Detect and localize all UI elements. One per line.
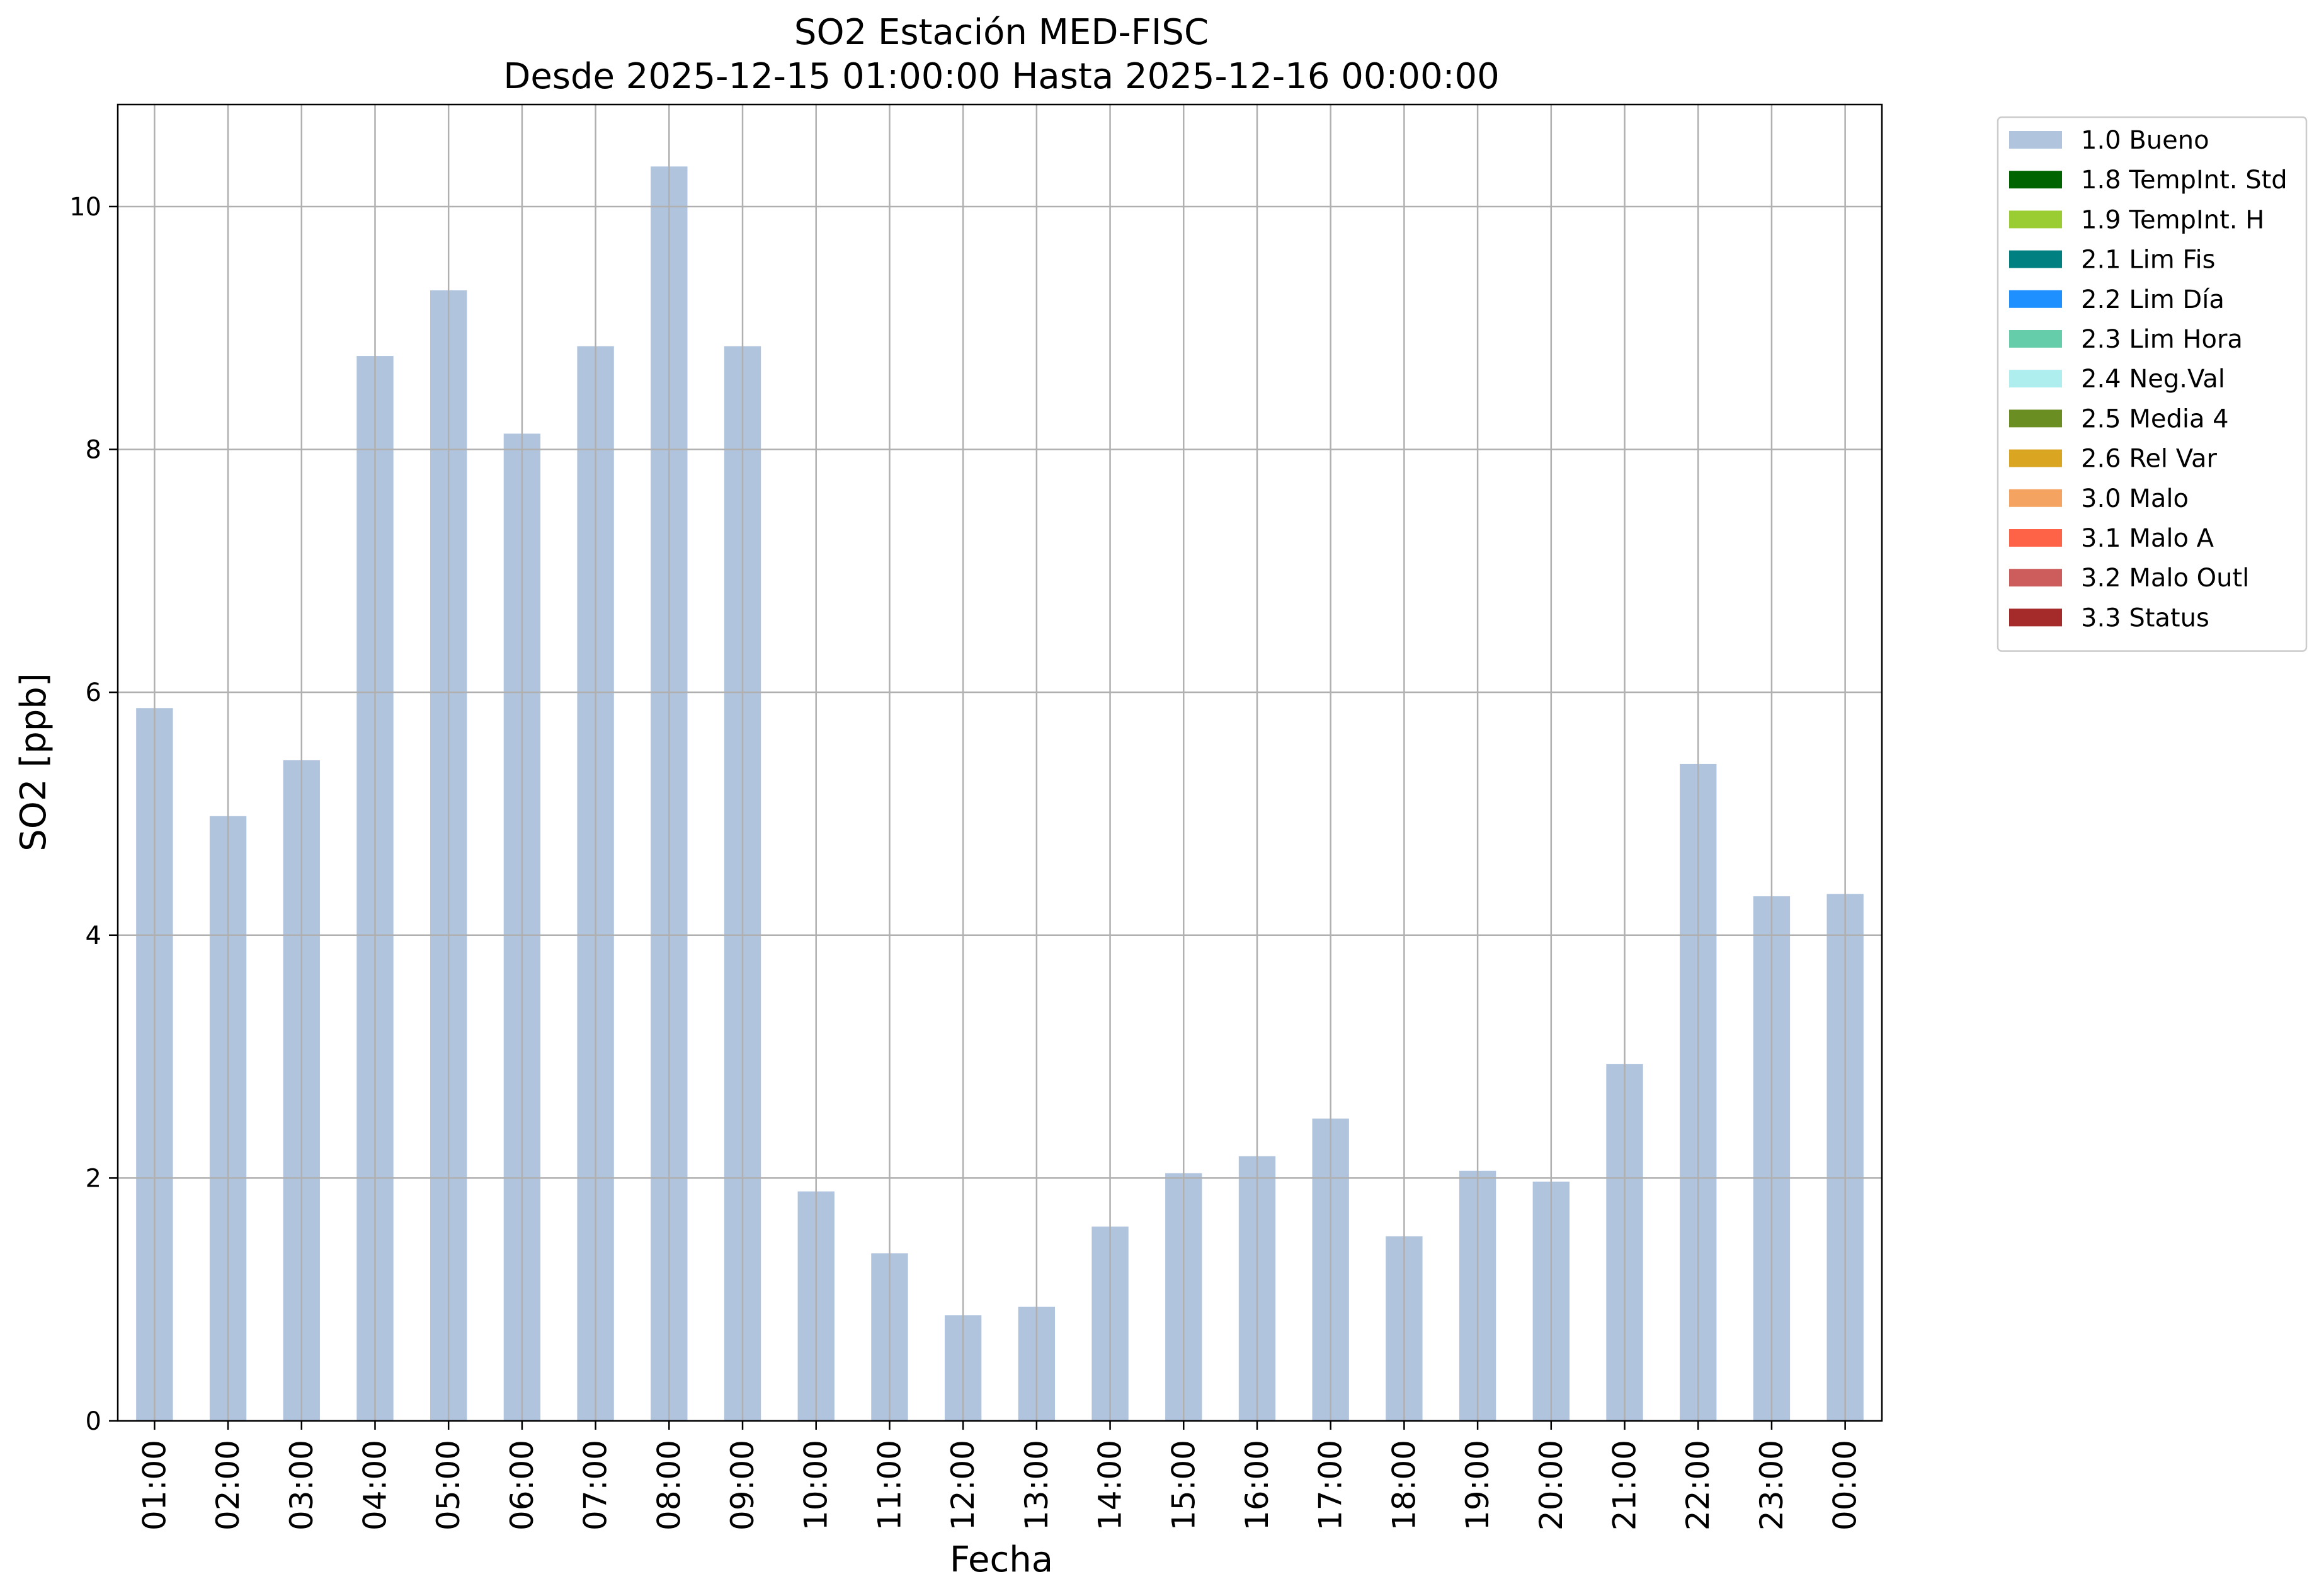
legend-entry: 3.2 Malo Outl [2081,564,2249,593]
y-tick-label: 4 [86,921,101,950]
x-tick-label: 04:00 [356,1440,393,1530]
y-tick-label: 0 [86,1407,101,1436]
x-tick-label: 08:00 [651,1440,687,1530]
legend-entry: 1.9 TempInt. H [2081,205,2264,234]
x-tick-label: 16:00 [1239,1440,1275,1530]
x-tick-label: 17:00 [1313,1440,1349,1530]
x-tick-label: 11:00 [871,1440,908,1530]
legend-swatch [2009,569,2062,587]
x-tick-label: 20:00 [1533,1440,1570,1530]
x-tick-label: 12:00 [945,1440,981,1530]
bars [136,166,1864,1422]
legend-swatch [2009,330,2062,348]
legend-swatch [2009,529,2062,547]
legend-entry: 1.0 Bueno [2081,126,2209,155]
legend-entry: 3.1 Malo A [2081,524,2214,553]
y-tick-label: 10 [69,193,101,222]
legend-entry: 2.6 Rel Var [2081,445,2218,474]
legend-swatch [2009,608,2062,627]
plot-frame [117,103,1883,1422]
x-tick-label: 05:00 [430,1440,467,1530]
legend-swatch [2009,250,2062,268]
legend-entry: 1.8 TempInt. Std [2081,166,2288,195]
x-tick-label: 02:00 [210,1440,246,1530]
legend: 1.0 Bueno 1.8 TempInt. Std 1.9 TempInt. H 2… [1997,116,2308,652]
x-tick-label: 23:00 [1753,1440,1790,1530]
x-tick-label: 21:00 [1607,1440,1643,1530]
x-tick-label: 00:00 [1827,1440,1864,1530]
legend-swatch [2009,210,2062,229]
chart-title: SO2 Estación MED-FISC [794,12,1209,53]
y-axis-label: SO2 [ppb] [13,673,54,851]
legend-entry: 2.4 Neg.Val [2081,365,2225,394]
legend-entry: 2.5 Media 4 [2081,404,2229,433]
y-tick-label: 8 [86,436,101,465]
x-tick-label: 07:00 [578,1440,614,1530]
x-tick-label: 15:00 [1165,1440,1202,1530]
legend-entry: 3.0 Malo [2081,484,2189,513]
x-tick-label: 10:00 [798,1440,835,1530]
legend-entry: 2.3 Lim Hora [2081,325,2243,354]
x-tick-label: 19:00 [1459,1440,1496,1530]
legend-swatch [2009,449,2062,467]
x-tick-label: 18:00 [1386,1440,1422,1530]
y-axis-ticks: 0 2 4 6 8 10 [69,193,118,1436]
x-tick-label: 14:00 [1092,1440,1129,1530]
y-tick-label: 6 [86,678,101,707]
legend-swatch [2009,370,2062,388]
legend-swatch [2009,131,2062,149]
x-axis-ticks: 01:00 02:00 03:00 04:00 05:00 06:00 07:00 08:00… [136,1421,1864,1530]
x-tick-label: 01:00 [136,1440,173,1530]
legend-entry: 3.3 Status [2081,603,2209,632]
legend-swatch [2009,290,2062,308]
x-tick-label: 22:00 [1680,1440,1716,1530]
x-tick-label: 03:00 [283,1440,320,1530]
x-axis-label: Fecha [950,1539,1053,1580]
x-tick-label: 06:00 [504,1440,540,1530]
chart-subtitle: Desde 2025-12-15 01:00:00 Hasta 2025-12-… [503,56,1500,97]
legend-entry: 2.2 Lim Día [2081,285,2225,314]
legend-swatch [2009,489,2062,507]
legend-entry: 2.1 Lim Fis [2081,246,2215,275]
legend-swatch [2009,171,2062,189]
legend-swatch [2009,409,2062,428]
legend-frame [1997,116,2308,652]
x-tick-label: 13:00 [1018,1440,1055,1530]
x-tick-label: 09:00 [724,1440,761,1530]
y-tick-label: 2 [86,1164,101,1193]
